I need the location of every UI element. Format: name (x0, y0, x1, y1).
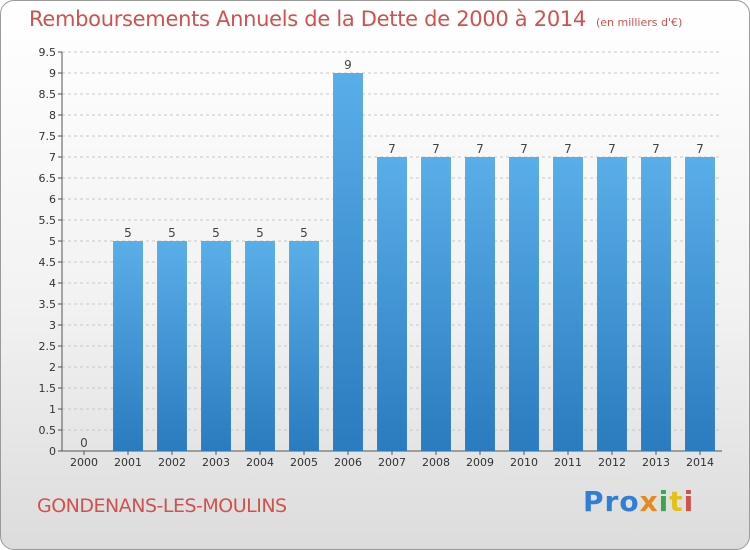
y-tick-label: 8.5 (39, 88, 57, 101)
bar (465, 157, 495, 451)
y-tick-label: 5.5 (39, 214, 57, 227)
x-tick-label: 2007 (378, 456, 406, 469)
chart-title: Remboursements Annuels de la Dette de 20… (29, 7, 682, 31)
y-tick-label: 7 (49, 151, 56, 164)
chart-title-text: Remboursements Annuels de la Dette de 20… (29, 7, 586, 31)
bar (553, 157, 583, 451)
chart-unit: (en milliers d'€) (596, 16, 683, 29)
x-tick-label: 2003 (202, 456, 230, 469)
bar (641, 157, 671, 451)
logo-part: t (669, 485, 684, 518)
y-tick-label: 5 (49, 235, 56, 248)
data-label: 7 (476, 142, 484, 156)
y-tick-label: 8 (49, 109, 56, 122)
data-label: 7 (520, 142, 528, 156)
y-tick-label: 6 (49, 193, 56, 206)
proxiti-logo: Proxiti (583, 485, 694, 518)
logo-part: Pro (583, 485, 640, 518)
y-tick-label: 4 (49, 277, 56, 290)
bar (113, 241, 143, 451)
bar (685, 157, 715, 451)
data-label: 9 (344, 58, 352, 72)
y-tick-label: 6.5 (39, 172, 57, 185)
y-tick-label: 2.5 (39, 340, 57, 353)
bar (245, 241, 275, 451)
logo-part: i (683, 485, 695, 518)
y-tick-label: 9 (49, 67, 56, 80)
x-tick-label: 2009 (466, 456, 494, 469)
x-tick-label: 2012 (598, 456, 626, 469)
data-label: 0 (80, 436, 88, 450)
y-tick-label: 3 (49, 319, 56, 332)
y-tick-label: 9.5 (39, 46, 57, 59)
y-tick-label: 3.5 (39, 298, 57, 311)
y-tick-label: 2 (49, 361, 56, 374)
data-label: 7 (696, 142, 704, 156)
data-label: 7 (608, 142, 616, 156)
y-tick-label: 7.5 (39, 130, 57, 143)
data-label: 7 (652, 142, 660, 156)
y-tick-label: 1.5 (39, 382, 57, 395)
bar (333, 73, 363, 451)
bar (377, 157, 407, 451)
bar (597, 157, 627, 451)
x-tick-label: 2010 (510, 456, 538, 469)
x-tick-label: 2001 (114, 456, 142, 469)
x-tick-label: 2002 (158, 456, 186, 469)
commune-name: GONDENANS-LES-MOULINS (37, 495, 287, 517)
data-label: 5 (212, 226, 220, 240)
x-tick-label: 2013 (642, 456, 670, 469)
data-label: 5 (300, 226, 308, 240)
x-tick-label: 2014 (686, 456, 714, 469)
bar (509, 157, 539, 451)
logo-part: x (639, 485, 659, 518)
y-tick-label: 0 (49, 445, 56, 458)
x-tick-label: 2005 (290, 456, 318, 469)
y-tick-label: 4.5 (39, 256, 57, 269)
x-tick-label: 2004 (246, 456, 274, 469)
data-label: 5 (168, 226, 176, 240)
data-label: 7 (388, 142, 396, 156)
data-label: 7 (432, 142, 440, 156)
data-label: 5 (256, 226, 264, 240)
data-label: 5 (124, 226, 132, 240)
x-tick-label: 2000 (70, 456, 98, 469)
logo-part: i (658, 485, 670, 518)
bar (201, 241, 231, 451)
x-tick-label: 2008 (422, 456, 450, 469)
y-tick-label: 0.5 (39, 424, 57, 437)
bar (157, 241, 187, 451)
y-tick-label: 1 (49, 403, 56, 416)
x-tick-label: 2006 (334, 456, 362, 469)
x-tick-label: 2011 (554, 456, 582, 469)
data-label: 7 (564, 142, 572, 156)
bar (289, 241, 319, 451)
bar (421, 157, 451, 451)
